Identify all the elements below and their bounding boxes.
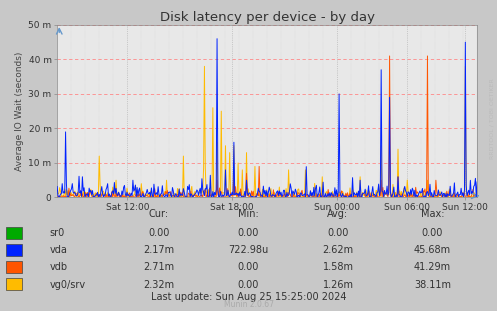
Text: Avg:: Avg: bbox=[328, 209, 348, 219]
Text: Munin 2.0.67: Munin 2.0.67 bbox=[224, 300, 273, 309]
Text: 1.58m: 1.58m bbox=[323, 262, 353, 272]
Text: Cur:: Cur: bbox=[149, 209, 169, 219]
Text: vdb: vdb bbox=[50, 262, 68, 272]
Text: 1.26m: 1.26m bbox=[323, 280, 353, 290]
Text: Last update: Sun Aug 25 15:25:00 2024: Last update: Sun Aug 25 15:25:00 2024 bbox=[151, 292, 346, 302]
Text: Min:: Min: bbox=[238, 209, 259, 219]
Text: 0.00: 0.00 bbox=[327, 228, 349, 238]
Text: vg0/srv: vg0/srv bbox=[50, 280, 86, 290]
Text: 0.00: 0.00 bbox=[238, 280, 259, 290]
Text: 2.17m: 2.17m bbox=[144, 245, 174, 255]
Text: 0.00: 0.00 bbox=[238, 262, 259, 272]
Text: 2.71m: 2.71m bbox=[144, 262, 174, 272]
Text: 0.00: 0.00 bbox=[148, 228, 170, 238]
Title: Disk latency per device - by day: Disk latency per device - by day bbox=[160, 11, 375, 24]
Text: vda: vda bbox=[50, 245, 68, 255]
Text: 0.00: 0.00 bbox=[238, 228, 259, 238]
Text: 45.68m: 45.68m bbox=[414, 245, 451, 255]
Text: 41.29m: 41.29m bbox=[414, 262, 451, 272]
Text: 38.11m: 38.11m bbox=[414, 280, 451, 290]
Text: 2.32m: 2.32m bbox=[144, 280, 174, 290]
Text: Max:: Max: bbox=[420, 209, 444, 219]
Text: 0.00: 0.00 bbox=[421, 228, 443, 238]
Text: RRDTOOL / TOBI OETIKER: RRDTOOL / TOBI OETIKER bbox=[489, 78, 494, 159]
Text: 722.98u: 722.98u bbox=[229, 245, 268, 255]
Y-axis label: Average IO Wait (seconds): Average IO Wait (seconds) bbox=[15, 52, 24, 171]
Text: 2.62m: 2.62m bbox=[323, 245, 353, 255]
Text: sr0: sr0 bbox=[50, 228, 65, 238]
